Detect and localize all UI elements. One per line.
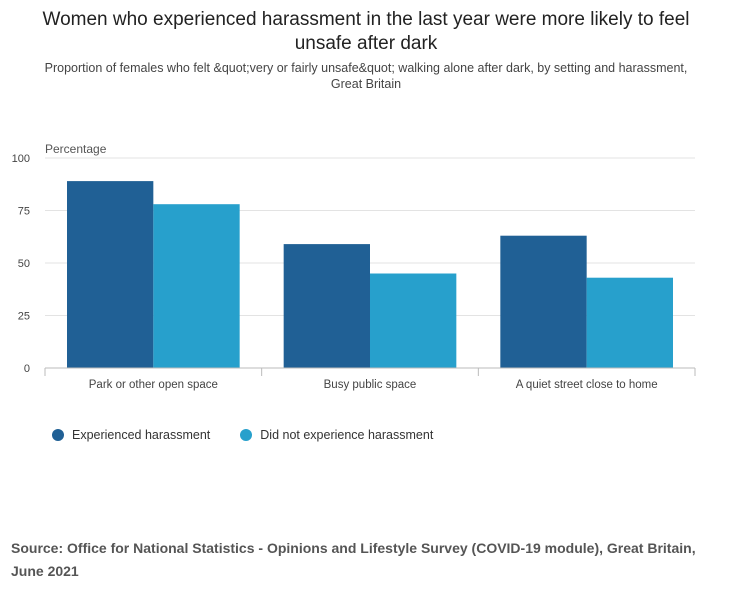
- bar-experienced-2: [500, 235, 587, 368]
- y-tick-label: 100: [12, 153, 30, 165]
- axes: 0 25 50 75 100 Park or other open space Busy p…: [12, 153, 696, 391]
- bar-chart: 0 25 50 75 100 Park or other open space Busy p…: [12, 142, 696, 391]
- y-axis-title: Percentage: [45, 142, 107, 156]
- bar-not-experienced-0: [153, 204, 240, 368]
- legend-item-not-experienced: Did not experience harassment: [240, 428, 433, 442]
- bar-not-experienced-2: [586, 277, 673, 368]
- x-tick-label: Busy public space: [324, 379, 417, 391]
- chart-title: Women who experienced harassment in the …: [42, 9, 690, 54]
- bars: [67, 181, 673, 368]
- y-tick-label: 25: [18, 311, 30, 323]
- chart-subtitle: Proportion of females who felt &quot;ver…: [44, 61, 688, 91]
- legend-item-experienced: Experienced harassment: [52, 428, 210, 442]
- source-note: Source: Office for National Statistics -…: [11, 540, 696, 579]
- bar-not-experienced-1: [370, 273, 457, 368]
- y-tick-label: 50: [18, 258, 30, 270]
- bar-experienced-0: [67, 181, 154, 368]
- y-tick-label: 75: [18, 206, 30, 218]
- legend-label-not-experienced: Did not experience harassment: [260, 428, 434, 442]
- legend-label-experienced: Experienced harassment: [72, 428, 211, 442]
- bar-experienced-1: [283, 244, 370, 368]
- legend-swatch-not-experienced: [240, 429, 253, 441]
- legend-swatch-experienced: [52, 429, 64, 441]
- x-tick-label: Park or other open space: [89, 379, 218, 391]
- y-tick-label: 0: [24, 363, 30, 375]
- x-tick-label: A quiet street close to home: [516, 379, 658, 391]
- legend: Experienced harassment Did not experienc…: [52, 428, 463, 442]
